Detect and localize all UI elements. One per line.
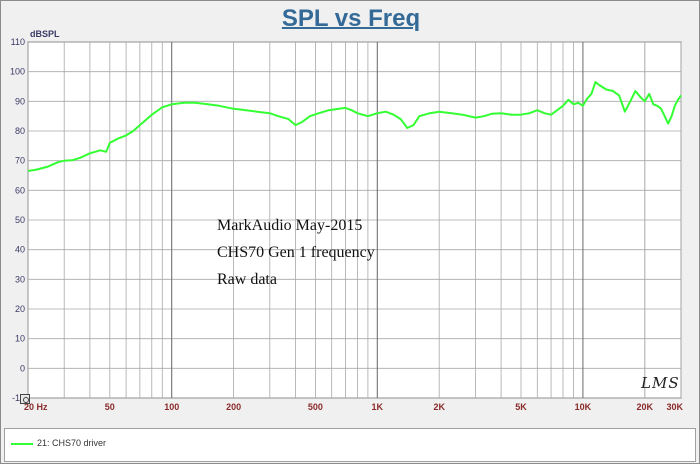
series-line-chs70-driver [27,81,682,172]
major-gridlines [171,42,584,398]
annotation-line: Raw data [217,271,277,288]
x-tick-label: 1K [372,402,384,412]
y-tick-label: 30 [15,274,25,284]
x-tick-label: 5K [515,402,527,412]
zoom-reset-icon[interactable] [20,394,30,404]
y-tick-label: 90 [15,96,25,106]
legend-swatch [11,443,33,445]
chart-title: SPL vs Freq [281,5,421,32]
x-tick-label: 500 [308,402,323,412]
y-tick-label: 50 [15,215,25,225]
x-tick-label: 20K [637,402,654,412]
x-tick-label: 10K [575,402,592,412]
annotation-line: CHS70 Gen 1 frequency [217,244,375,261]
y-tick-label: 110 [11,37,25,47]
annotation-block: MarkAudio May-2015 CHS70 Gen 1 frequency… [217,212,375,293]
lms-logo: LMS [641,374,680,392]
legend-panel: 21: CHS70 driver [4,428,696,462]
x-tick-label: 200 [226,402,241,412]
y-tick-label: 70 [15,156,25,166]
x-tick-label: 50 [105,402,115,412]
x-tick-label: 2K [433,402,445,412]
y-tick-label: 10 [15,334,25,344]
x-axis-ticks: 20 Hz 50 100 200 500 1K 2K 5K 10K 20K 30K [24,402,683,412]
y-tick-label: -10 [12,393,25,403]
x-tick-label: 100 [164,402,179,412]
y-axis-label: dBSPL [30,29,60,39]
y-tick-label: 100 [10,67,25,77]
y-tick-label: 40 [15,245,25,255]
y-tick-label: 0 [20,363,25,373]
y-tick-label: 80 [15,126,25,136]
y-tick-label: 20 [15,304,25,314]
y-tick-label: 60 [15,185,25,195]
x-tick-label: 30K [666,402,683,412]
series-layer [27,81,682,172]
annotation-line: MarkAudio May-2015 [217,217,363,234]
legend-entry-label[interactable]: 21: CHS70 driver [37,438,107,448]
x-tick-label: 20 Hz [24,402,48,412]
